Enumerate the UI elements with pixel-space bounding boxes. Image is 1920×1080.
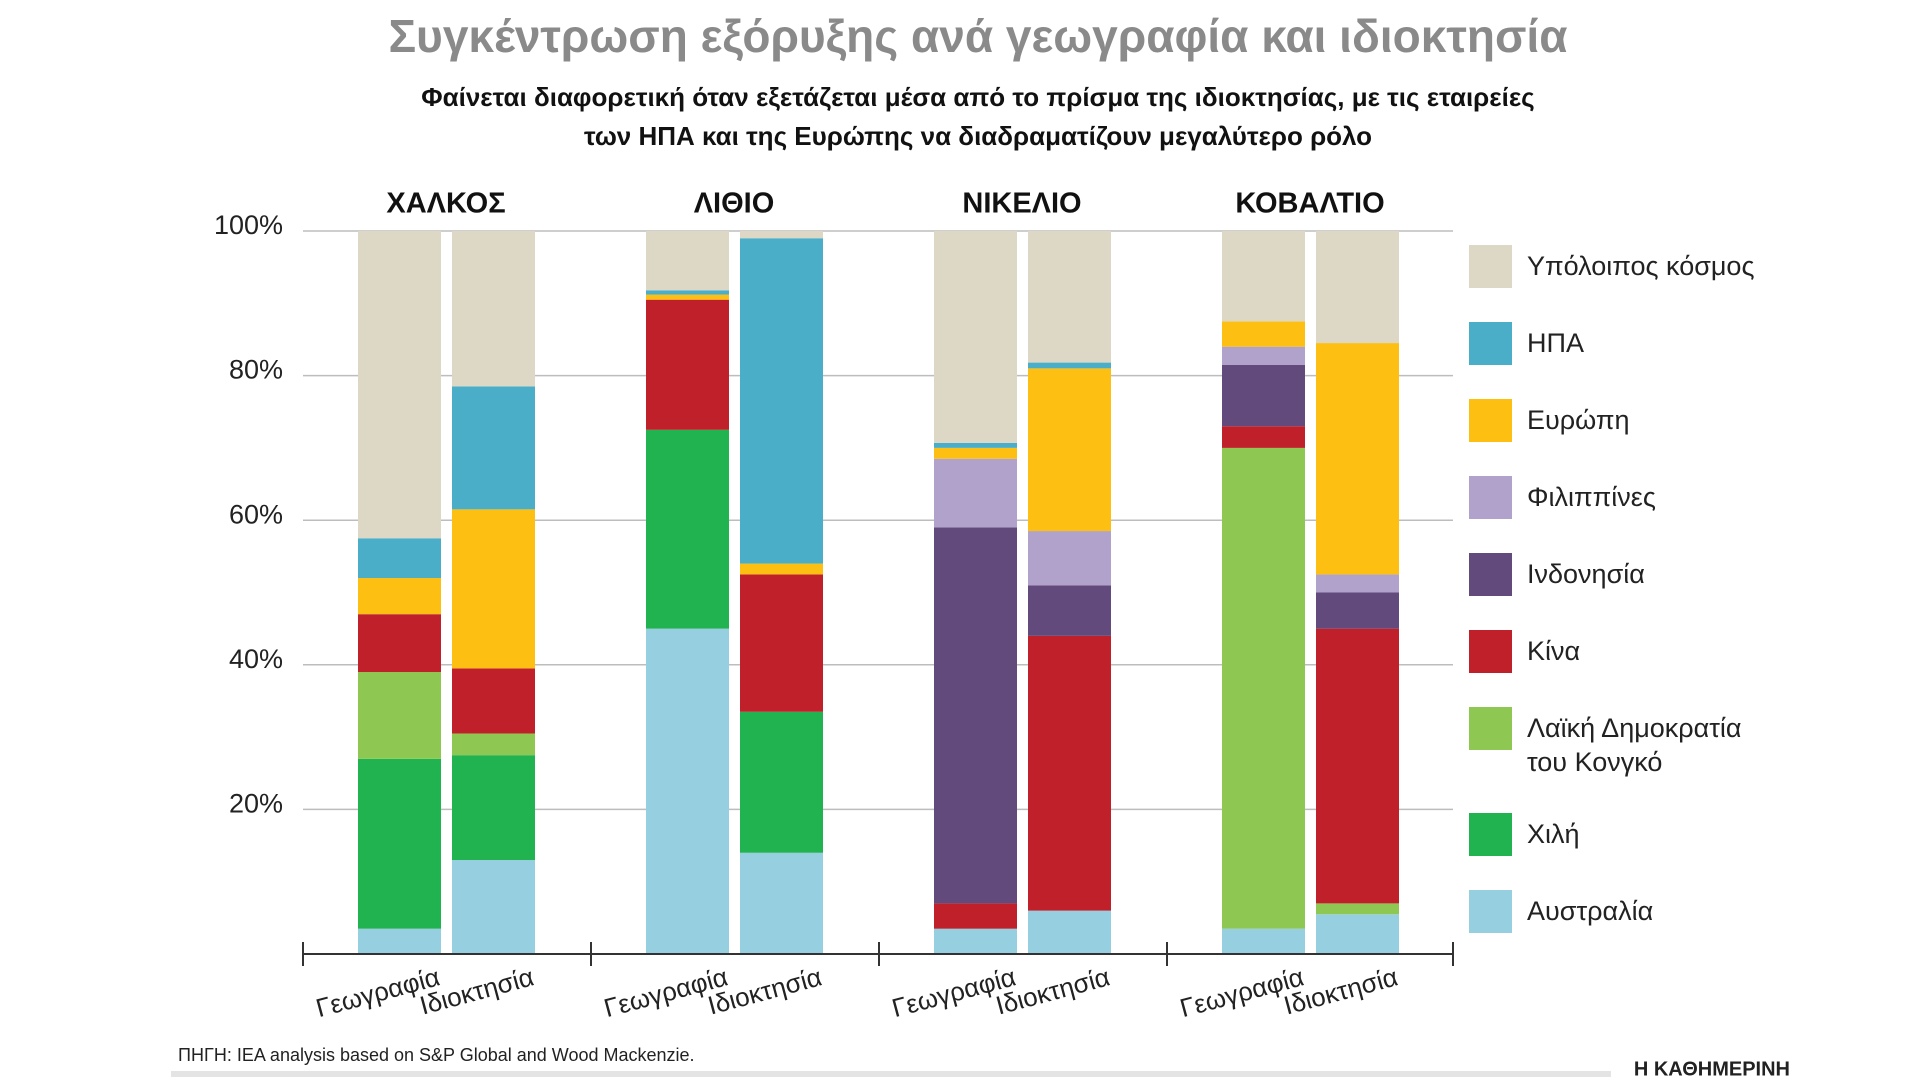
bar-segment [358,231,441,539]
bar-segment [1222,447,1305,929]
bar-segment [1222,321,1305,347]
group-label: ΧΑΛΚΟΣ [386,188,505,220]
legend-label: Κίνα [1527,636,1581,666]
legend-swatch [1469,813,1512,856]
bar-segment [646,294,729,300]
legend-swatch [1469,399,1512,442]
bar-segment [452,509,535,669]
bar-segment [1028,231,1111,363]
legend-swatch [1469,890,1512,933]
legend-item: Αυστραλία [1469,890,1899,933]
bar-segment [934,903,1017,929]
group-label: ΝΙΚΕΛΙΟ [962,188,1081,220]
bar-segment [358,928,441,954]
legend-label: Ευρώπη [1527,405,1630,435]
legend-label: Αυστραλία [1527,896,1654,926]
legend-swatch [1469,245,1512,288]
bar-segment [1222,346,1305,365]
bar-segment [1316,903,1399,915]
legend-swatch [1469,707,1512,750]
source-note: ΠΗΓΗ: IEA analysis based on S&P Global a… [178,1045,695,1065]
legend-label: Υπόλοιπος κόσμος [1527,251,1755,281]
bar-segment [1222,426,1305,448]
y-tick-label: 20% [229,789,283,819]
bar-segment [646,290,729,295]
source-band [171,1071,1611,1077]
legend-item: Υπόλοιπος κόσμος [1469,245,1899,288]
publisher: Η ΚΑΘΗΜΕΡΙΝΗ [1634,1058,1790,1080]
legend-label: ΗΠΑ [1527,328,1585,358]
bar-segment [1316,914,1399,954]
bar-segment [740,574,823,712]
bar-segment [934,458,1017,528]
bar-segment [358,614,441,673]
legend: Υπόλοιπος κόσμος ΗΠΑ Ευρώπη Φιλιππίνες Ινδον… [1469,245,1899,967]
legend-label: Χιλή [1527,819,1580,849]
bar-segment [646,231,729,291]
y-tick-label: 40% [229,644,283,674]
legend-swatch [1469,553,1512,596]
bar-segment [740,231,823,239]
bar-segment [740,711,823,853]
bar-segment [1028,362,1111,369]
legend-swatch [1469,630,1512,673]
y-tick-label: 60% [229,499,283,529]
bar-segment [934,442,1017,448]
bar-segment [740,238,823,564]
bar-segment [358,538,441,579]
bar-segment [1316,231,1399,344]
bar-segment [934,527,1017,904]
bar-segment [452,860,535,954]
bar-segment [1028,635,1111,911]
legend-item: Κίνα [1469,630,1899,673]
bar-segment [1028,585,1111,636]
bar-segment [1316,574,1399,593]
legend-label: Λαϊκή Δημοκρατία του Κονγκό [1527,713,1742,777]
group-label: ΛΙΘΙΟ [694,188,775,220]
bar-segment [646,429,729,629]
bar-segment [934,928,1017,954]
legend-label: Φιλιππίνες [1527,482,1656,512]
bar-segment [740,852,823,954]
chart-subtitle: Φαίνεται διαφορετική όταν εξετάζεται μέσ… [421,82,1534,112]
bar-segment [740,563,823,575]
legend-item: Ινδονησία [1469,553,1899,596]
legend-item: Χιλή [1469,813,1899,856]
chart-subtitle: των ΗΠΑ και της Ευρώπης να διαδραματίζου… [584,121,1372,151]
bar-segment [452,386,535,510]
bar-segment [452,668,535,734]
bar-segment [1316,343,1399,575]
bar-segment [934,447,1017,459]
group-label: ΚΟΒΑΛΤΙΟ [1235,188,1384,220]
bar-segment [646,628,729,954]
bar-segment [934,231,1017,443]
legend-item: Φιλιππίνες [1469,476,1899,519]
bar-segment [1222,928,1305,954]
bar-segment [358,672,441,759]
bar-segment [1222,364,1305,427]
chart-title: Συγκέντρωση εξόρυξης ανά γεωγραφία και ι… [388,10,1567,62]
bar-segment [1028,531,1111,586]
legend-label: Ινδονησία [1527,559,1645,589]
bar-segment [452,733,535,756]
bar-segment [452,755,535,861]
bar-segment [452,231,535,387]
bar-segment [1222,231,1305,322]
bar-segment [1316,592,1399,629]
legend-item: ΗΠΑ [1469,322,1899,365]
bar-segment [646,299,729,430]
bar-segment [1028,368,1111,532]
y-tick-label: 80% [229,355,283,385]
bar-segment [1316,628,1399,904]
bar-segment [358,578,441,615]
legend-swatch [1469,476,1512,519]
bar-segment [358,758,441,929]
legend-swatch [1469,322,1512,365]
bar-segment [1028,910,1111,954]
legend-item: Λαϊκή Δημοκρατία του Κονγκό [1469,707,1899,779]
legend-item: Ευρώπη [1469,399,1899,442]
y-tick-label: 100% [214,210,283,240]
